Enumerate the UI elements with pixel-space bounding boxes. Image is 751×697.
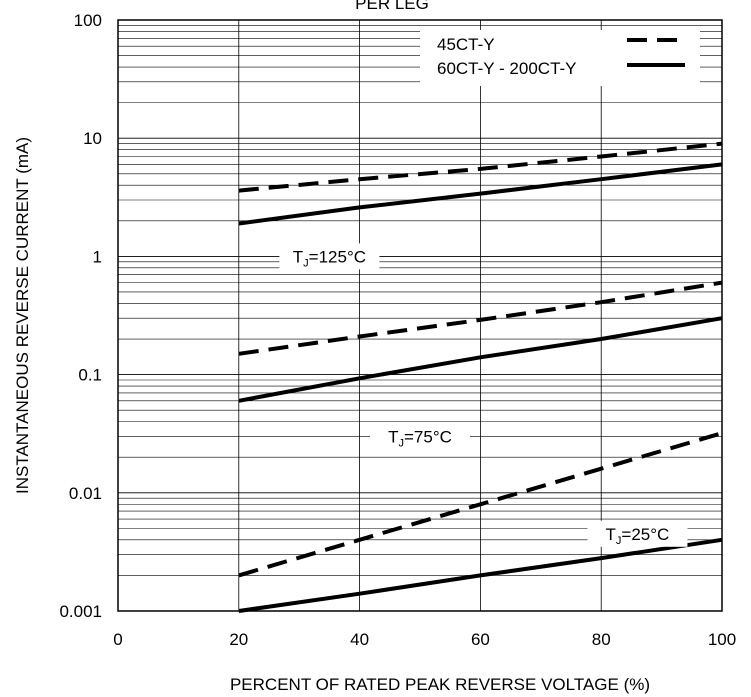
legend-label-60ct-200ct: 60CT-Y - 200CT-Y: [437, 59, 577, 78]
series-line-60ct-200ct: [238, 537, 723, 613]
annotation-background: [587, 520, 688, 547]
x-axis-label: PERCENT OF RATED PEAK REVERSE VOLTAGE (%…: [230, 675, 650, 694]
y-tick-label: 0.1: [78, 366, 102, 385]
x-tick-label: 40: [350, 630, 369, 649]
y-tick-label: 1: [93, 247, 102, 266]
y-tick-label: 10: [83, 129, 102, 148]
x-tick-label: 60: [471, 630, 490, 649]
y-tick-label: 100: [74, 11, 102, 30]
series-lines: [238, 141, 723, 613]
annotation-background: [370, 423, 470, 450]
legend: 45CT-Y 60CT-Y - 200CT-Y: [420, 30, 700, 86]
annotation-background: [279, 243, 380, 270]
temperature-label: TJ=75°C: [388, 427, 452, 449]
y-tick-label: 0.01: [69, 484, 102, 503]
x-tick-label: 0: [113, 630, 122, 649]
series-line-45ct: [238, 280, 723, 356]
annotations: TJ=125°C TJ=75°C TJ=25°C: [279, 243, 688, 547]
temperature-label: TJ=25°C: [606, 525, 670, 547]
x-tick-label: 20: [229, 630, 248, 649]
temperature-label: TJ=125°C: [293, 247, 366, 269]
legend-background: [420, 30, 700, 86]
series-line-45ct: [238, 431, 723, 578]
series-line-60ct-200ct: [238, 162, 723, 226]
y-tick-label: 0.001: [59, 602, 102, 621]
x-tick-label: 100: [708, 630, 736, 649]
y-axis-label: INSTANTANEOUS REVERSE CURRENT (mA): [13, 137, 32, 494]
x-axis-ticks: 0 20 40 60 80 100: [113, 630, 736, 649]
series-line-60ct-200ct: [238, 316, 723, 403]
legend-label-45ct: 45CT-Y: [437, 35, 495, 54]
plot-frame: [117, 19, 723, 612]
chart-title: PER LEG: [355, 0, 429, 13]
series-line-45ct: [238, 141, 723, 193]
y-axis-ticks: 0.001 0.01 0.1 1 10 100: [59, 11, 102, 621]
x-tick-label: 80: [592, 630, 611, 649]
